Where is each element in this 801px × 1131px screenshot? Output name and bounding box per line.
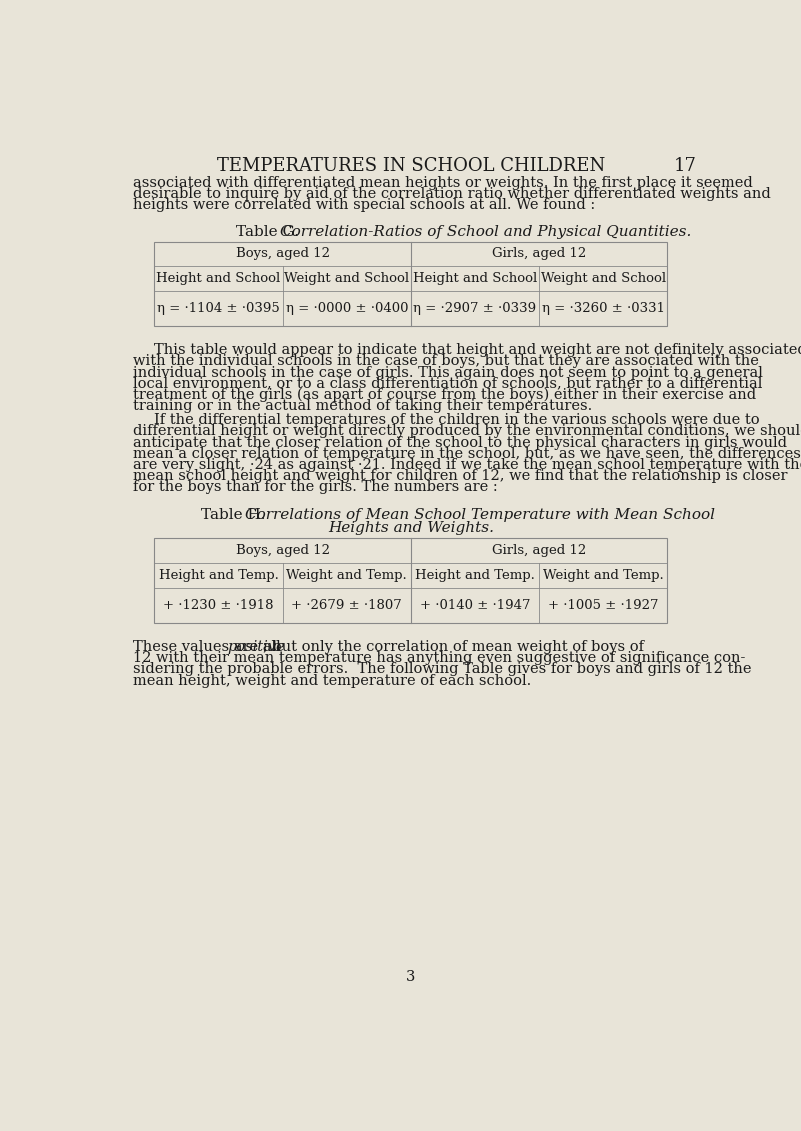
Text: TEMPERATURES IN SCHOOL CHILDREN: TEMPERATURES IN SCHOOL CHILDREN [217,157,605,175]
Text: Weight and Temp.: Weight and Temp. [287,569,407,581]
Text: 17: 17 [674,157,697,175]
Text: anticipate that the closer relation of the school to the physical characters in : anticipate that the closer relation of t… [133,435,787,450]
Text: Weight and School: Weight and School [284,273,409,285]
Text: Girls, aged 12: Girls, aged 12 [492,544,586,558]
Text: sidering the probable errors.  The following Table gives for boys and girls of 1: sidering the probable errors. The follow… [133,663,751,676]
Text: + ·0140 ± ·1947: + ·0140 ± ·1947 [420,599,530,612]
Text: η = ·3260 ± ·0331: η = ·3260 ± ·0331 [541,302,665,316]
Text: These values are all: These values are all [133,640,285,654]
Text: differential height or weight directly produced by the environmental conditions,: differential height or weight directly p… [133,424,801,439]
Text: Weight and School: Weight and School [541,273,666,285]
Text: η = ·0000 ± ·0400: η = ·0000 ± ·0400 [285,302,408,316]
Text: treatment of the girls (as apart of course from the boys) either in their exerci: treatment of the girls (as apart of cour… [133,388,756,403]
Text: This table would appear to indicate that height and weight are not definitely as: This table would appear to indicate that… [155,343,801,357]
Text: Height and Temp.: Height and Temp. [415,569,535,581]
Text: 12 with their mean temperature has anything even suggestive of significance con-: 12 with their mean temperature has anyth… [133,651,745,665]
Text: If the differential temperatures of the children in the various schools were due: If the differential temperatures of the … [155,413,760,428]
Text: Heights and Weights.: Heights and Weights. [328,521,494,535]
Text: with the individual schools in the case of boys, but that they are associated wi: with the individual schools in the case … [133,354,759,369]
Text: 3: 3 [406,969,416,984]
Text: mean a closer relation of temperature in the school, but, as we have seen, the d: mean a closer relation of temperature in… [133,447,800,460]
Text: Correlations of Mean School Temperature with Mean School: Correlations of Mean School Temperature … [245,509,715,523]
Text: local environment, or to a class differentiation of schools, but rather to a dif: local environment, or to a class differe… [133,377,762,390]
Text: Table H.: Table H. [201,509,265,523]
Text: heights were correlated with special schools at all. We found :: heights were correlated with special sch… [133,198,595,213]
Text: training or in the actual method of taking their temperatures.: training or in the actual method of taki… [133,399,592,413]
Text: positive: positive [227,640,285,654]
Text: Height and School: Height and School [156,273,280,285]
Text: , but only the correlation of mean weight of boys of: , but only the correlation of mean weigh… [264,640,645,654]
Text: Height and School: Height and School [413,273,537,285]
Text: individual schools in the case of girls. This again does not seem to point to a : individual schools in the case of girls.… [133,365,763,380]
Text: mean school height and weight for children of 12, we find that the relationship : mean school height and weight for childr… [133,469,787,483]
Text: + ·1230 ± ·1918: + ·1230 ± ·1918 [163,599,274,612]
Text: Boys, aged 12: Boys, aged 12 [235,248,330,260]
Text: mean height, weight and temperature of each school.: mean height, weight and temperature of e… [133,674,531,688]
Text: Table G.: Table G. [235,225,299,239]
Text: Correlation-Ratios of School and Physical Quantities.: Correlation-Ratios of School and Physica… [280,225,691,239]
Text: for the boys than for the girls. The numbers are :: for the boys than for the girls. The num… [133,481,497,494]
Text: η = ·1104 ± ·0395: η = ·1104 ± ·0395 [157,302,280,316]
Text: + ·2679 ± ·1807: + ·2679 ± ·1807 [292,599,402,612]
Text: Height and Temp.: Height and Temp. [159,569,279,581]
Bar [155,538,667,623]
Text: η = ·2907 ± ·0339: η = ·2907 ± ·0339 [413,302,537,316]
Text: Weight and Temp.: Weight and Temp. [543,569,664,581]
Text: desirable to inquire by aid of the correlation ratio whether differentiated weig: desirable to inquire by aid of the corre… [133,187,771,201]
Text: associated with differentiated mean heights or weights. In the first place it se: associated with differentiated mean heig… [133,175,752,190]
Text: are very slight, ·24 as against ·21. Indeed if we take the mean school temperatu: are very slight, ·24 as against ·21. Ind… [133,458,801,472]
Text: Girls, aged 12: Girls, aged 12 [492,248,586,260]
Text: Boys, aged 12: Boys, aged 12 [235,544,330,558]
Text: + ·1005 ± ·1927: + ·1005 ± ·1927 [548,599,658,612]
Bar [155,242,667,327]
